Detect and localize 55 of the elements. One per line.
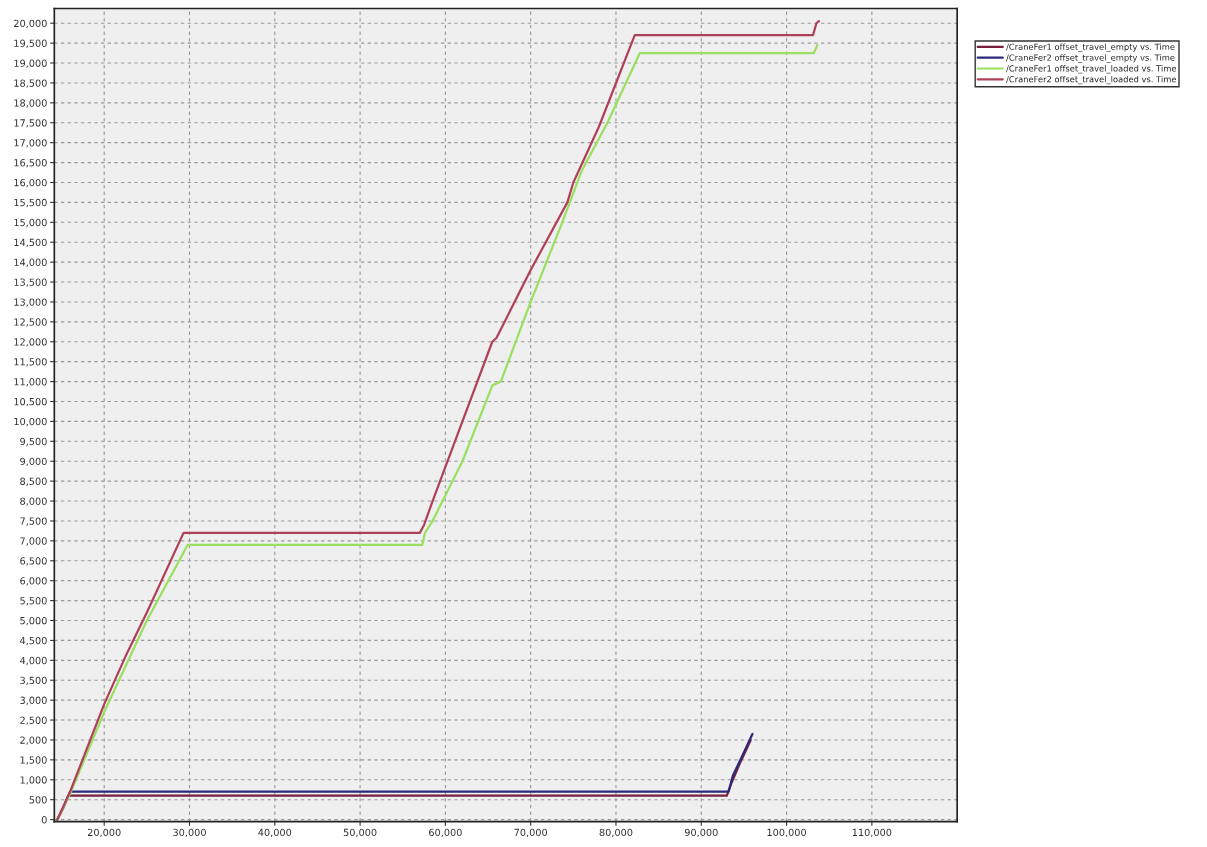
y-tick-label: 500 bbox=[29, 796, 47, 804]
y-tick-label: 17,000 bbox=[14, 139, 47, 148]
x-tick-label: 70,000 bbox=[514, 828, 548, 838]
y-tick-label: 0 bbox=[41, 816, 47, 824]
y-tick-label: 17,500 bbox=[14, 119, 47, 128]
y-tick-label: 18,000 bbox=[14, 99, 47, 108]
y-tick-label: 13,000 bbox=[14, 298, 47, 307]
y-tick-label: 3,500 bbox=[20, 676, 47, 686]
y-tick-label: 10,500 bbox=[14, 397, 47, 407]
y-tick-label: 14,500 bbox=[14, 238, 47, 248]
y-tick-label: 7,000 bbox=[20, 537, 47, 546]
y-tick-label: 19,000 bbox=[14, 59, 47, 68]
x-tick-label: 80,000 bbox=[599, 828, 633, 838]
y-tick-label: 4,500 bbox=[20, 636, 47, 646]
x-tick-label: 60,000 bbox=[429, 828, 462, 838]
y-tick-label: 20,000 bbox=[14, 19, 47, 29]
y-tick-label: 9,000 bbox=[20, 457, 47, 467]
legend-label: /CraneFer1 offset_travel_loaded vs. Time bbox=[1006, 65, 1177, 74]
y-tick-label: 5,500 bbox=[20, 597, 47, 606]
legend-label: /CraneFer2 offset_travel_loaded vs. Time bbox=[1006, 75, 1177, 85]
y-tick-label: 7,500 bbox=[20, 517, 47, 526]
y-tick-label: 2,000 bbox=[20, 736, 47, 745]
y-tick-label: 1,000 bbox=[20, 776, 47, 785]
y-tick-label: 12,500 bbox=[14, 318, 47, 327]
x-tick-label: 100,000 bbox=[767, 828, 807, 838]
x-tick-label: 90,000 bbox=[684, 828, 718, 838]
y-tick-label: 13,500 bbox=[14, 278, 47, 287]
y-tick-label: 6,500 bbox=[20, 557, 47, 566]
x-tick-label: 40,000 bbox=[258, 828, 292, 838]
y-tick-label: 4,000 bbox=[20, 656, 47, 666]
y-tick-label: 12,000 bbox=[14, 338, 47, 347]
y-tick-label: 6,000 bbox=[20, 577, 47, 586]
legend-label: /CraneFer2 offset_travel_empty vs. Time bbox=[1006, 54, 1175, 63]
y-tick-label: 15,500 bbox=[14, 198, 47, 208]
y-tick-label: 8,000 bbox=[20, 497, 47, 506]
y-tick-label: 18,500 bbox=[14, 79, 47, 88]
y-tick-label: 3,000 bbox=[20, 696, 47, 705]
y-tick-label: 15,000 bbox=[14, 218, 47, 228]
y-tick-label: 2,500 bbox=[20, 716, 47, 725]
y-tick-label: 11,500 bbox=[14, 358, 47, 367]
y-tick-label: 16,500 bbox=[14, 159, 47, 168]
y-tick-label: 9,500 bbox=[20, 437, 47, 447]
x-tick-label: 20,000 bbox=[87, 828, 121, 838]
y-tick-label: 1,500 bbox=[20, 756, 47, 765]
y-tick-label: 10,000 bbox=[14, 417, 47, 427]
x-tick-label: 50,000 bbox=[343, 828, 377, 838]
x-tick-label: 30,000 bbox=[173, 828, 206, 838]
legend-label: /CraneFer1 offset_travel_empty vs. Time bbox=[1006, 43, 1175, 52]
y-tick-label: 5,000 bbox=[20, 616, 47, 626]
y-tick-label: 16,000 bbox=[14, 178, 47, 188]
y-tick-label: 14,000 bbox=[14, 258, 47, 267]
y-tick-label: 11,000 bbox=[14, 378, 47, 387]
y-tick-label: 19,500 bbox=[14, 39, 47, 48]
x-tick-label: 110,000 bbox=[852, 828, 892, 838]
y-tick-label: 8,500 bbox=[20, 477, 47, 486]
